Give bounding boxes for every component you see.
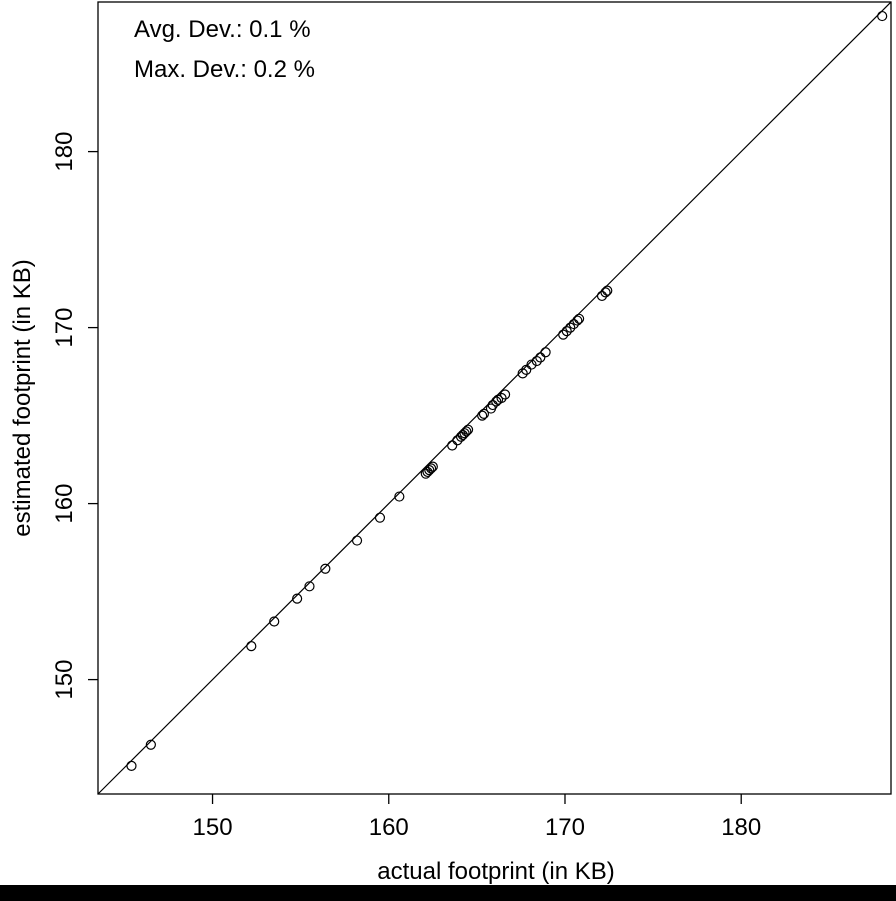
data-point [877,10,888,22]
data-point [269,616,280,627]
x-tick-label: 170 [545,814,585,841]
y-axis: 150 160 170 180 [51,132,98,700]
y-tick-label: 170 [51,308,78,348]
data-point [487,399,498,411]
data-point [145,739,156,750]
data-point [565,322,576,333]
identity-line [97,1,892,795]
data-point [351,535,363,546]
data-point [491,396,502,407]
data-point [535,352,546,363]
plot-frame [97,1,892,795]
data-point [292,593,303,604]
data-point [126,760,137,771]
data-point [477,410,488,421]
data-point [600,287,611,298]
data-point [457,429,468,441]
data-point [521,364,532,375]
data-point [447,440,458,451]
data-point [540,347,551,358]
x-axis: 150 160 170 180 [193,794,761,841]
y-tick-label: 180 [51,132,78,172]
data-point [568,318,579,330]
x-axis-title: actual footprint (in KB) [377,858,614,885]
data-point [394,491,405,502]
max-deviation-label: Max. Dev.: 0.2 % [134,56,315,83]
data-point [455,431,467,442]
data-point [478,408,490,419]
data-point [422,466,433,478]
y-tick-label: 160 [51,484,78,524]
x-tick-label: 160 [369,814,409,841]
x-tick-label: 180 [721,814,761,841]
data-point [573,313,585,324]
data-point [602,285,613,296]
data-point [425,463,437,474]
data-point [424,465,435,476]
data-point [526,359,537,370]
data-point [558,329,569,340]
data-point [531,355,542,367]
data-point [499,389,511,400]
data-point [320,563,331,574]
data-point [561,326,572,337]
data-point [517,368,528,379]
y-tick-label: 150 [51,660,78,700]
avg-deviation-label: Avg. Dev.: 0.1 % [134,16,311,43]
data-point [452,435,463,446]
data-point [420,468,431,479]
data-point [246,641,257,652]
data-point [461,426,472,437]
bottom-border [0,885,896,901]
x-tick-label: 150 [193,814,233,841]
data-point [459,428,470,439]
data-point [427,461,438,472]
data-point [496,392,507,404]
data-point [374,512,386,523]
data-point [304,581,315,592]
data-point [596,290,608,302]
y-axis-title: estimated footprint (in KB) [9,259,36,536]
data-point [462,424,474,435]
data-point [572,315,583,326]
data-points [126,10,888,771]
